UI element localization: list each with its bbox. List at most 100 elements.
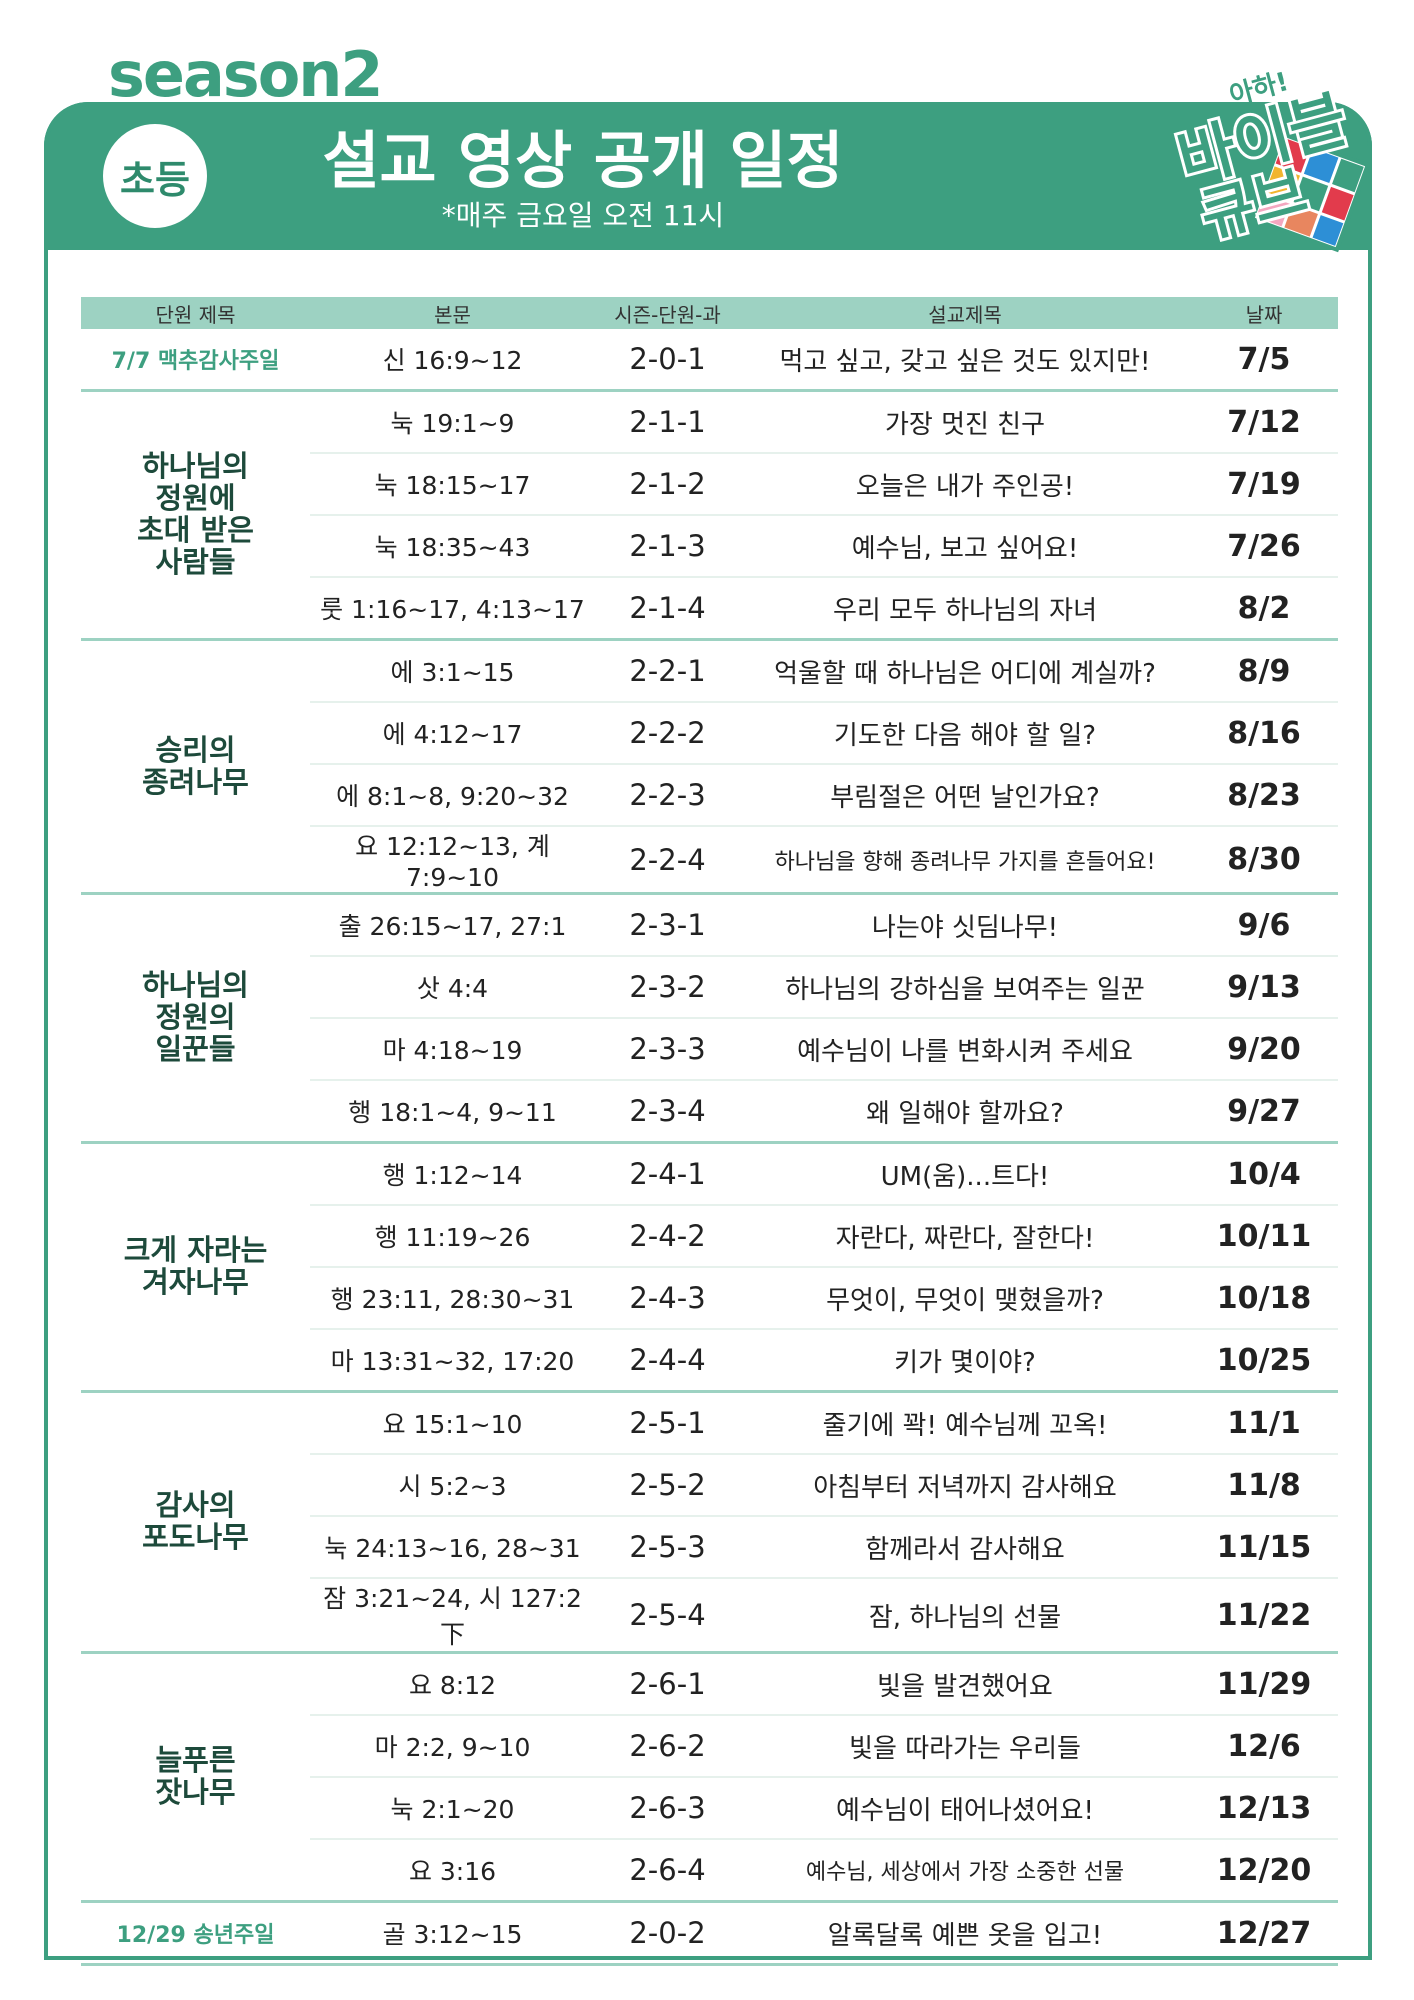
cell-date: 8/30 [1190,826,1338,895]
cell-code: 2-2-4 [595,826,740,895]
cell-code: 2-4-1 [595,1142,740,1206]
cell-verse: 출 26:15~17, 27:1 [310,893,595,957]
cell-verse: 행 11:19~26 [310,1205,595,1268]
cell-title: 왜 일해야 할까요? [740,1080,1190,1144]
cell-title: 하나님을 향해 종려나무 가지를 흔들어요! [740,826,1190,895]
cell-verse: 마 2:2, 9~10 [310,1715,595,1778]
table-row: 눅 2:1~20 2-6-3 예수님이 태어나셨어요! 12/13 [81,1777,1338,1840]
cell-title: 줄기에 꽉! 예수님께 꼬옥! [740,1391,1190,1455]
table-row: 마 13:31~32, 17:20 2-4-4 키가 몇이야? 10/25 [81,1329,1338,1393]
cell-date: 8/9 [1190,639,1338,703]
cell-verse: 눅 18:15~17 [310,453,595,516]
cell-verse: 에 3:1~15 [310,639,595,703]
cell-title: 빛을 발견했어요 [740,1652,1190,1716]
table-row: 늘푸른 잣나무 요 8:12 2-6-1 빛을 발견했어요 11/29 [81,1652,1338,1903]
unit-title: 늘푸른 잣나무 [81,1652,310,1903]
cell-title: UM(움)...트다! [740,1142,1190,1206]
cell-title: 하나님의 강하심을 보여주는 일꾼 [740,956,1190,1019]
cell-code: 2-3-2 [595,956,740,1019]
cell-date: 12/27 [1190,1901,1338,1966]
cell-title: 예수님이 태어나셨어요! [740,1777,1190,1840]
page-title: 설교 영상 공개 일정 [322,124,844,197]
table-row: 행 18:1~4, 9~11 2-3-4 왜 일해야 할까요? 9/27 [81,1080,1338,1144]
cell-title: 키가 몇이야? [740,1329,1190,1393]
table-row: 에 4:12~17 2-2-2 기도한 다음 해야 할 일? 8/16 [81,702,1338,765]
unit-title: 하나님의 정원에 초대 받은 사람들 [81,390,310,641]
cell-verse: 에 4:12~17 [310,702,595,765]
unit-title: 크게 자라는 겨자나무 [81,1142,310,1393]
cell-code: 2-3-4 [595,1080,740,1144]
cell-date: 9/20 [1190,1018,1338,1081]
cell-verse: 행 1:12~14 [310,1142,595,1206]
cell-date: 9/13 [1190,956,1338,1019]
cell-date: 11/15 [1190,1516,1338,1579]
cell-code: 2-1-3 [595,515,740,578]
table-row: 요 12:12~13, 계 7:9~10 2-2-4 하나님을 향해 종려나무 가지… [81,826,1338,895]
table-row: 잠 3:21~24, 시 127:2 下 2-5-4 잠, 하나님의 선물 11/22 [81,1578,1338,1654]
cell-date: 10/18 [1190,1267,1338,1330]
page-subtitle: *매주 금요일 오전 11시 [441,199,725,232]
cell-verse: 골 3:12~15 [310,1901,595,1966]
cell-verse: 룻 1:16~17, 4:13~17 [310,577,595,641]
cell-date: 11/22 [1190,1578,1338,1654]
schedule-table: 단원 제목 본문 시즌-단원-과 설교제목 날짜 7/7 맥추감사주일 신 16:9~12… [81,297,1338,1966]
table-row: 삿 4:4 2-3-2 하나님의 강하심을 보여주는 일꾼 9/13 [81,956,1338,1019]
cell-verse: 행 23:11, 28:30~31 [310,1267,595,1330]
unit-title: 감사의 포도나무 [81,1391,310,1654]
table-row: 마 2:2, 9~10 2-6-2 빛을 따라가는 우리들 12/6 [81,1715,1338,1778]
cell-date: 10/11 [1190,1205,1338,1268]
cell-date: 10/4 [1190,1142,1338,1206]
cell-title: 나는야 싯딤나무! [740,893,1190,957]
cell-date: 7/12 [1190,390,1338,454]
header-band [44,102,1372,250]
cell-code: 2-3-1 [595,893,740,957]
column-header: 본문 [310,297,595,329]
cell-verse: 행 18:1~4, 9~11 [310,1080,595,1144]
cell-title: 먹고 싶고, 갖고 싶은 것도 있지만! [740,329,1190,392]
cell-title: 함께라서 감사해요 [740,1516,1190,1579]
cell-verse: 시 5:2~3 [310,1454,595,1517]
cell-code: 2-1-2 [595,453,740,516]
cell-code: 2-2-1 [595,639,740,703]
table-row: 행 11:19~26 2-4-2 자란다, 짜란다, 잘한다! 10/11 [81,1205,1338,1268]
unit-title: 하나님의 정원의 일꾼들 [81,893,310,1144]
table-row: 에 8:1~8, 9:20~32 2-2-3 부림절은 어떤 날인가요? 8/23 [81,764,1338,827]
cell-title: 부림절은 어떤 날인가요? [740,764,1190,827]
cell-date: 10/25 [1190,1329,1338,1393]
cell-title: 우리 모두 하나님의 자녀 [740,577,1190,641]
cell-verse: 요 12:12~13, 계 7:9~10 [310,826,595,895]
cell-code: 2-2-3 [595,764,740,827]
table-row: 요 3:16 2-6-4 예수님, 세상에서 가장 소중한 선물 12/20 [81,1839,1338,1903]
cell-date: 12/13 [1190,1777,1338,1840]
cell-code: 2-5-2 [595,1454,740,1517]
cell-date: 11/29 [1190,1652,1338,1716]
cell-code: 2-6-4 [595,1839,740,1903]
cell-title: 기도한 다음 해야 할 일? [740,702,1190,765]
cell-date: 11/8 [1190,1454,1338,1517]
cell-date: 12/20 [1190,1839,1338,1903]
cell-date: 7/26 [1190,515,1338,578]
cell-verse: 마 4:18~19 [310,1018,595,1081]
column-header: 시즌-단원-과 [595,297,740,329]
cell-code: 2-0-1 [595,329,740,392]
cell-code: 2-3-3 [595,1018,740,1081]
cell-verse: 신 16:9~12 [310,329,595,392]
unit-title: 승리의 종려나무 [81,639,310,895]
cell-code: 2-4-2 [595,1205,740,1268]
cell-title: 자란다, 짜란다, 잘한다! [740,1205,1190,1268]
cell-code: 2-4-3 [595,1267,740,1330]
cell-code: 2-1-1 [595,390,740,454]
table-header-row: 단원 제목 본문 시즌-단원-과 설교제목 날짜 [81,297,1338,329]
table-row: 눅 24:13~16, 28~31 2-5-3 함께라서 감사해요 11/15 [81,1516,1338,1579]
cell-title: 알록달록 예쁜 옷을 입고! [740,1901,1190,1966]
cell-title: 무엇이, 무엇이 맺혔을까? [740,1267,1190,1330]
table-row: 7/7 맥추감사주일 신 16:9~12 2-0-1 먹고 싶고, 갖고 싶은 것도 … [81,329,1338,392]
cell-title: 예수님이 나를 변화시켜 주세요 [740,1018,1190,1081]
table-row: 승리의 종려나무 에 3:1~15 2-2-1 억울할 때 하나님은 어디에 계실까?… [81,639,1338,895]
cell-code: 2-4-4 [595,1329,740,1393]
table-row: 크게 자라는 겨자나무 행 1:12~14 2-4-1 UM(움)...트다! 10/4 [81,1142,1338,1393]
cell-title: 예수님, 보고 싶어요! [740,515,1190,578]
unit-title: 12/29 송년주일 [81,1901,310,1966]
table-row: 시 5:2~3 2-5-2 아침부터 저녁까지 감사해요 11/8 [81,1454,1338,1517]
cell-date: 12/6 [1190,1715,1338,1778]
